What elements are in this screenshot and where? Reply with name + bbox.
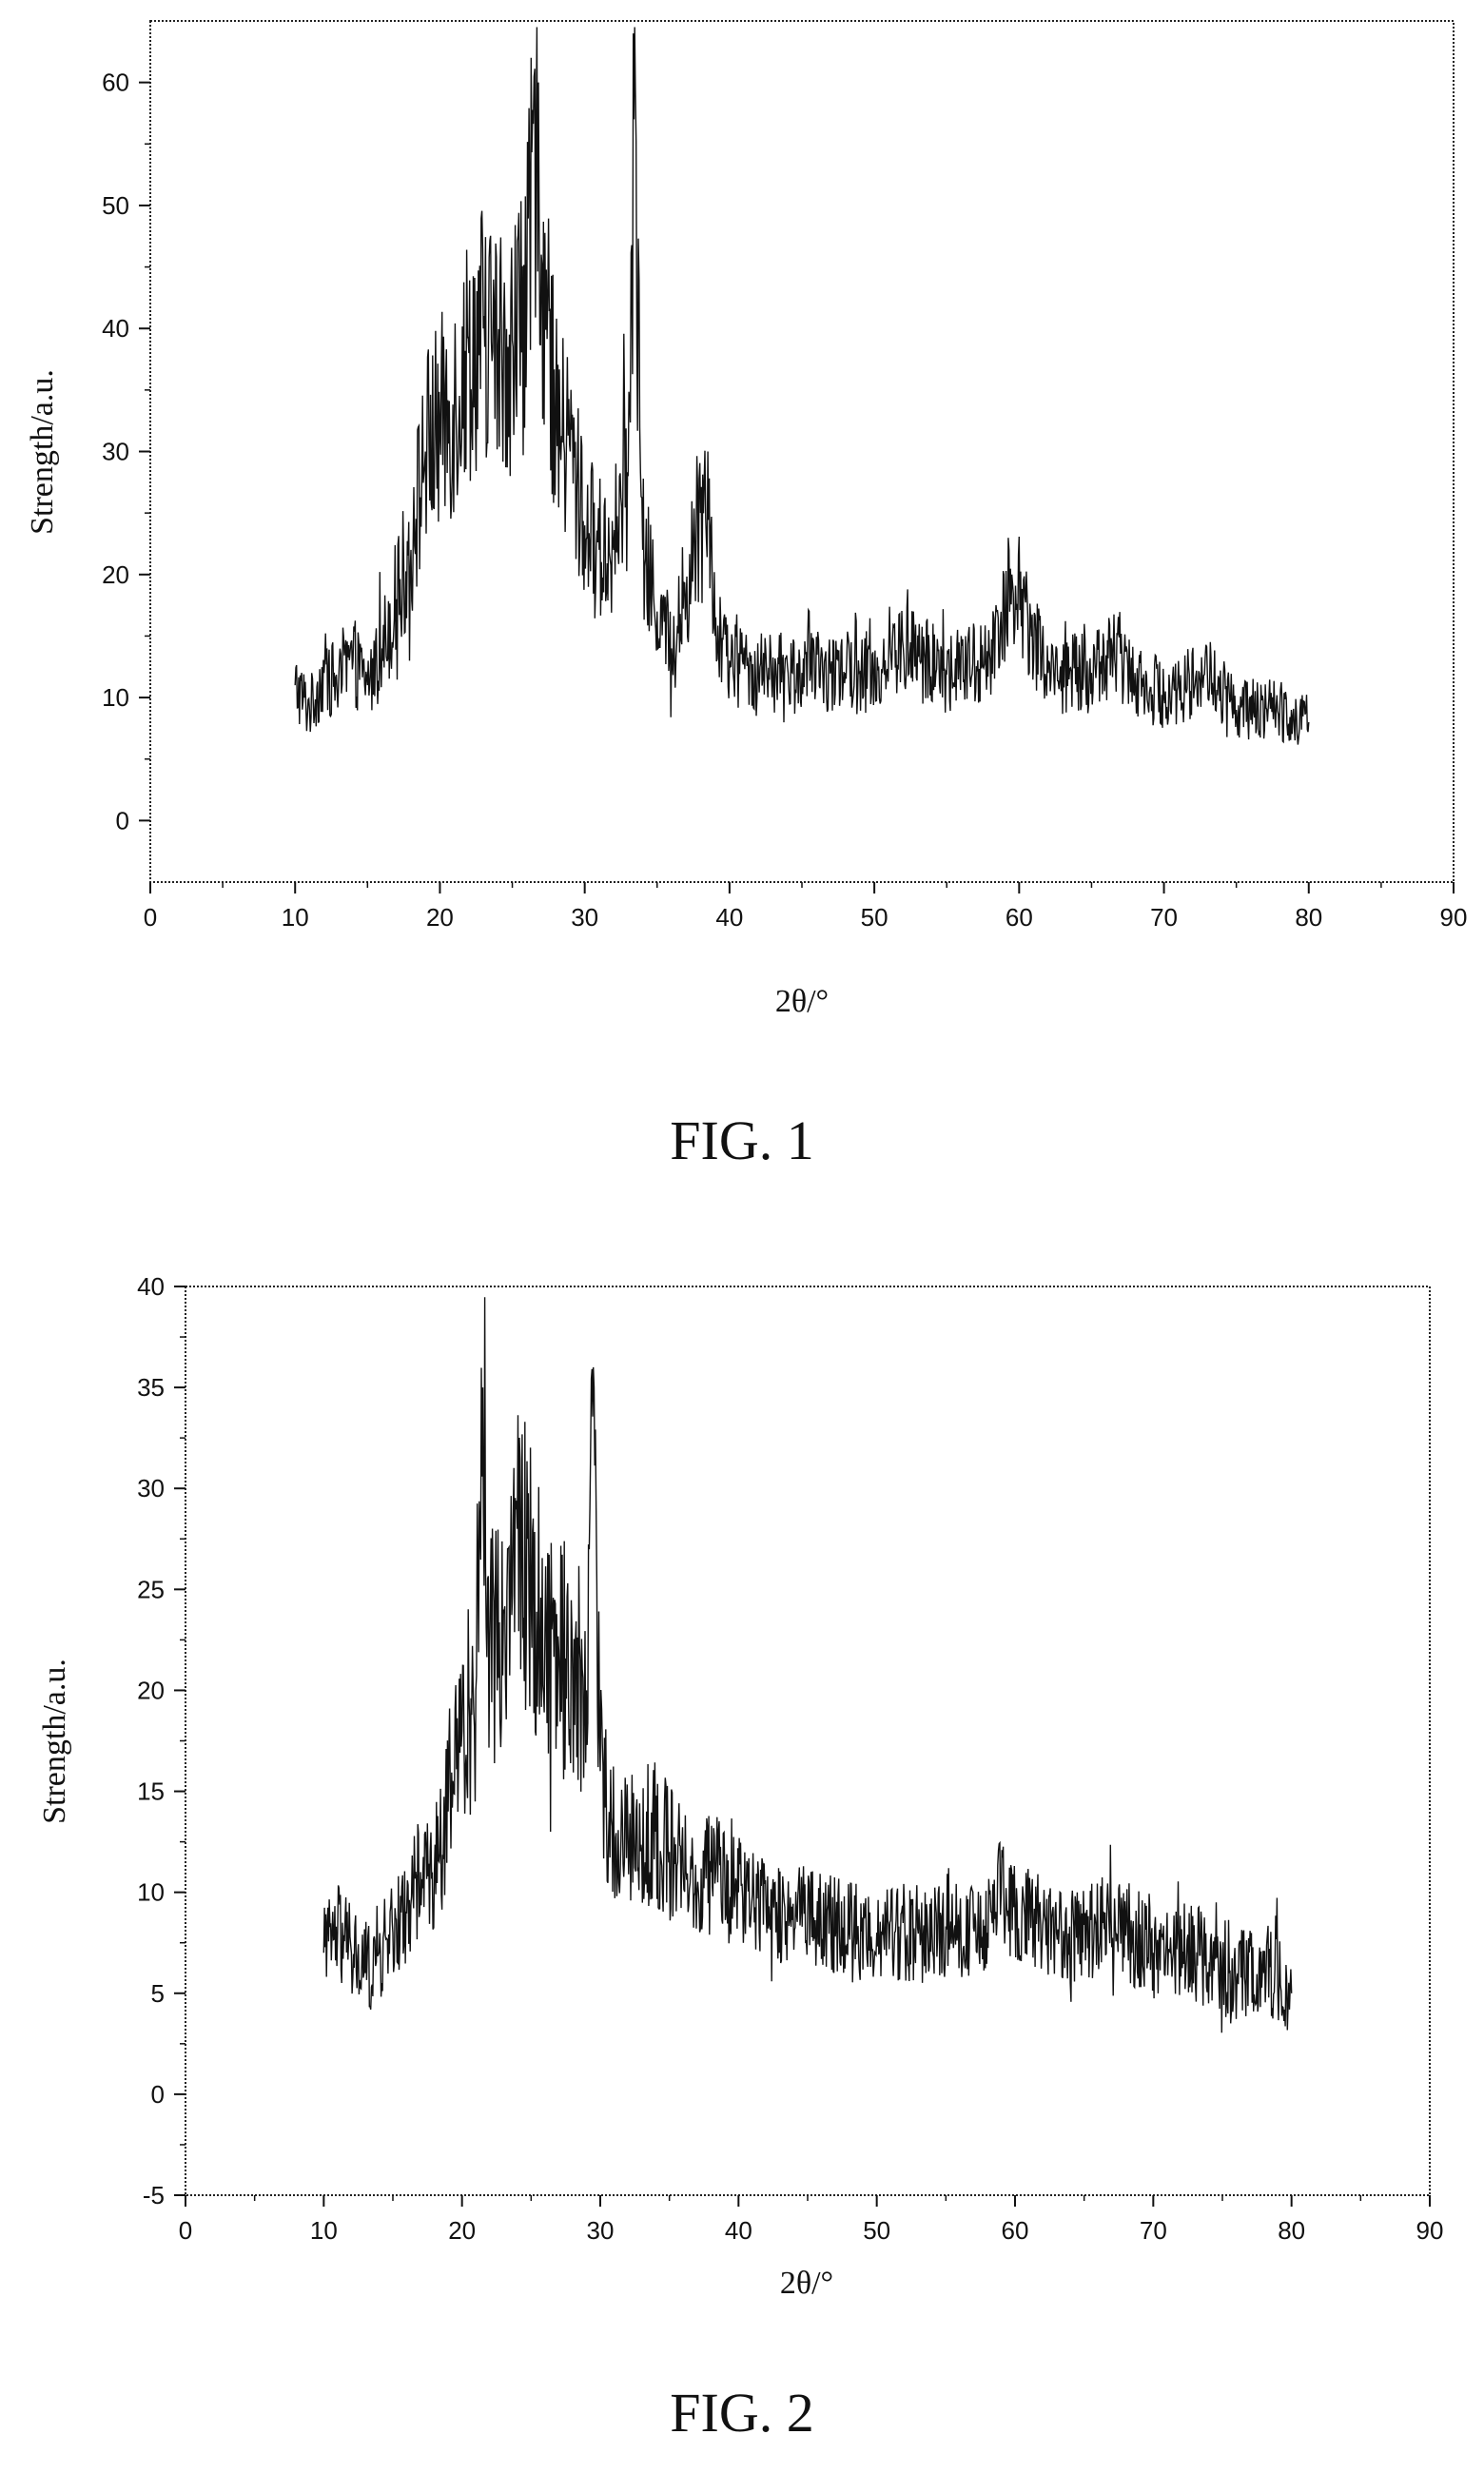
series-line-1 [294,27,1310,745]
series-line-2 [322,1297,1293,2033]
x-tick-label: 80 [1295,903,1322,932]
y-tick-label: 35 [137,1373,165,1402]
y-axis-label-1: Strength/a.u. [25,369,60,535]
x-tick-label: 30 [587,2216,615,2245]
x-tick-label: 60 [1002,2216,1029,2245]
x-tick-label: 50 [861,903,888,932]
x-tick-label: 90 [1416,2216,1444,2245]
figure-1: 0 10 20 30 40 50 60 70 80 90 0 10 20 30 40 50 60 2θ/° S… [25,20,1468,1171]
y-axis-label-2: Strength/a.u. [37,1659,72,1824]
y-tick-label: 20 [137,1676,165,1704]
y-tick-label: 60 [102,69,129,97]
x-tick-label: 40 [715,903,743,932]
y-tick-label: 30 [102,438,129,466]
y-axis-2: -5 0 5 10 15 20 25 30 35 40 [137,1272,186,2209]
x-axis-1: 0 10 20 30 40 50 60 70 80 90 [144,882,1468,932]
y-tick-label: 0 [151,2080,165,2109]
x-tick-label: 70 [1140,2216,1167,2245]
x-tick-label: 40 [725,2216,752,2245]
y-axis-1: 0 10 20 30 40 50 60 [102,69,150,834]
plot-frame-1 [149,20,1455,883]
y-tick-label: 40 [137,1272,165,1301]
y-tick-label: 0 [116,806,129,834]
x-axis-label-2: 2θ/° [780,2266,833,2301]
y-tick-label: -5 [143,2181,165,2209]
y-tick-label: 40 [102,314,129,343]
plot-frame-2 [185,1286,1431,2196]
x-tick-label: 20 [426,903,454,932]
figure-2: 0 10 20 30 40 50 60 70 80 90 -5 0 5 10 15 20 25 30 35 40 2… [37,1272,1443,2444]
x-tick-label: 10 [282,903,309,932]
y-tick-label: 5 [151,1979,165,2008]
figure-caption-2: FIG. 2 [670,2382,813,2444]
x-axis-2: 0 10 20 30 40 50 60 70 80 90 [179,2195,1444,2245]
x-tick-label: 0 [179,2216,192,2245]
y-tick-label: 20 [102,560,129,589]
x-axis-label-1: 2θ/° [775,984,829,1019]
x-tick-label: 60 [1006,903,1033,932]
y-tick-label: 30 [137,1474,165,1502]
y-tick-label: 10 [102,683,129,712]
x-tick-label: 50 [863,2216,890,2245]
x-tick-label: 80 [1278,2216,1305,2245]
y-tick-label: 50 [102,191,129,220]
x-tick-label: 10 [310,2216,338,2245]
x-tick-label: 0 [144,903,157,932]
x-tick-label: 70 [1150,903,1178,932]
x-tick-label: 20 [448,2216,476,2245]
x-tick-label: 30 [571,903,598,932]
figure-caption-1: FIG. 1 [670,1109,813,1171]
y-tick-label: 15 [137,1777,165,1806]
x-tick-label: 90 [1440,903,1468,932]
y-tick-label: 25 [137,1575,165,1603]
y-tick-label: 10 [137,1878,165,1907]
